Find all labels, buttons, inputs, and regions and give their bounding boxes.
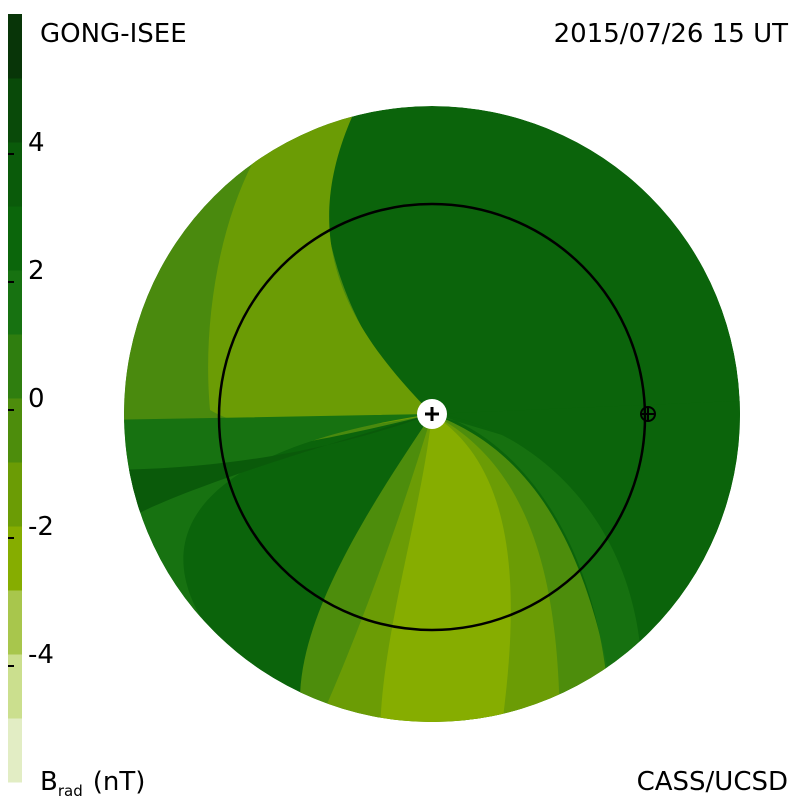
title-left: GONG-ISEE [40,19,187,49]
y-tick-label: -4 [28,640,54,670]
colorbar-band [8,14,22,79]
earth-orbit [217,202,647,632]
colorbar-label: Brad (nT) [40,767,145,800]
y-tick-label: 0 [28,384,45,414]
y-tick-label: 2 [28,256,45,286]
colorbar-band [8,142,22,207]
footer-right: CASS/UCSD [637,767,788,797]
contour-band [380,414,511,722]
contour-band [124,414,432,540]
y-tick-label: 4 [28,128,45,158]
colorbar-band [8,718,22,783]
colorbar-band [8,206,22,271]
colorbar-band [8,590,22,655]
y-tick-label: -2 [28,512,54,542]
colorbar-band [8,526,22,591]
title-right: 2015/07/26 15 UT [554,19,788,49]
colorbar-band [8,654,22,719]
colorbar: -4 -2 0 2 4 [8,14,54,783]
colorbar-band [8,270,22,335]
sun-marker [425,407,439,421]
colorbar-band [8,334,22,399]
earth-marker [641,407,655,421]
contour-band [208,106,432,430]
label-main: B [40,767,58,797]
label-unit: (nT) [93,767,146,797]
colorbar-band [8,78,22,143]
colorbar-band [8,462,22,527]
colorbar-band [8,398,22,463]
label-sub: rad [58,782,83,800]
